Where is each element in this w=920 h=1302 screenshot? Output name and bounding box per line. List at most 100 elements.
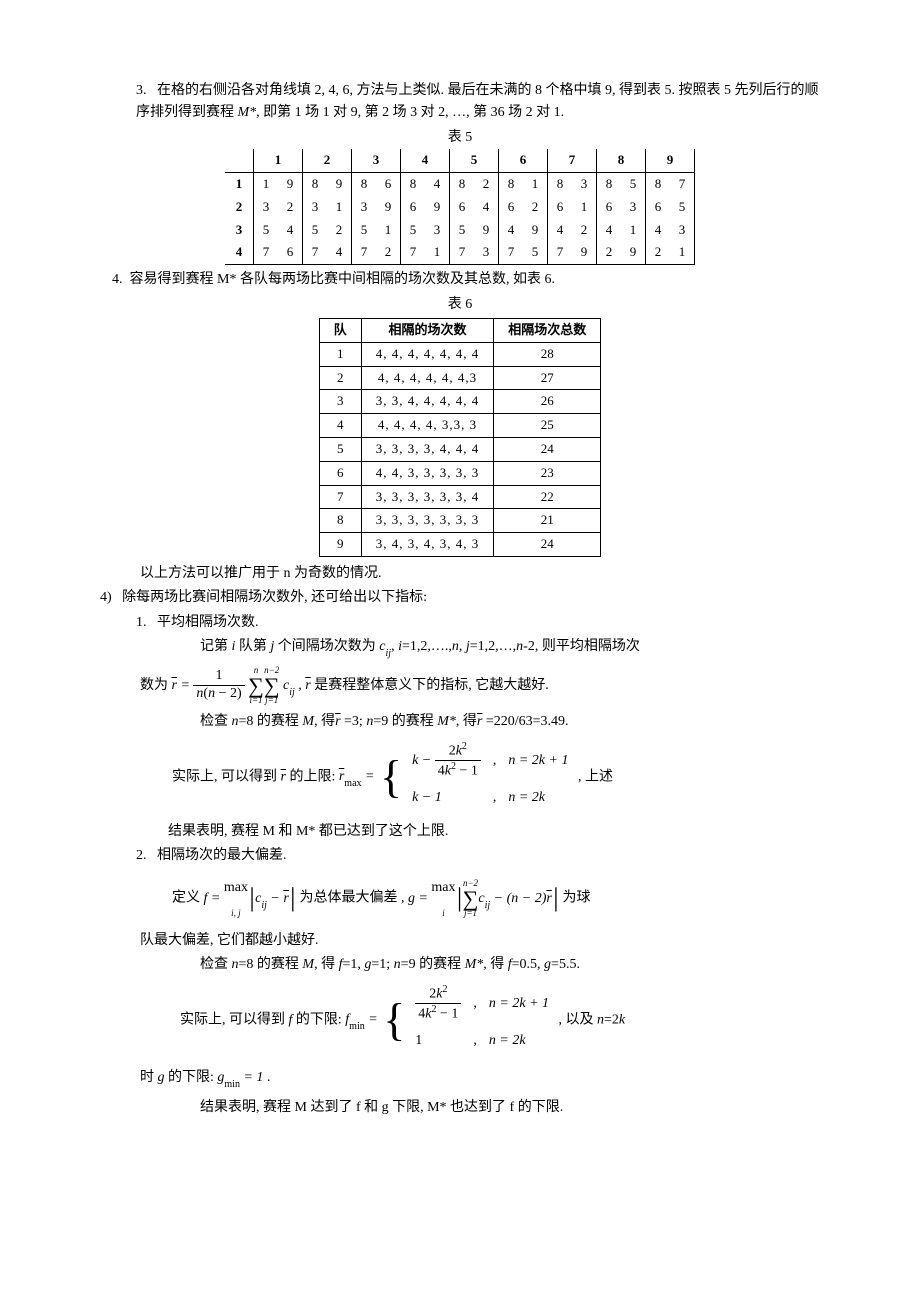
- table5-cell: 6: [646, 196, 671, 219]
- table5-cell: 7: [450, 241, 475, 264]
- item1-heading: 1. 平均相隔场次数.: [100, 612, 820, 634]
- num-4: 4.: [112, 272, 123, 287]
- table6-cell: 7: [319, 485, 361, 509]
- item1-line3: 检查 n=8 的赛程 M, 得r =3; n=9 的赛程 M*, 得r =220…: [100, 711, 820, 733]
- table6-cell: 27: [494, 366, 601, 390]
- table6-cell: 23: [494, 461, 601, 485]
- table5-cell: 6: [376, 172, 401, 195]
- table6-cell: 3, 3, 3, 3, 4, 4, 4: [361, 437, 494, 461]
- table5-cell: 6: [597, 196, 622, 219]
- table5-rowhead: 1: [225, 172, 254, 195]
- table5-cell: 5: [621, 172, 646, 195]
- item2-line5: 时 g 的下限: gmin = 1 .: [100, 1067, 820, 1091]
- table5-cell: 3: [425, 219, 450, 242]
- table6-cell: 24: [494, 437, 601, 461]
- table6: 队相隔的场次数相隔场次总数 14, 4, 4, 4, 4, 4, 42824, …: [319, 318, 602, 557]
- table5-cell: 9: [376, 196, 401, 219]
- table6-colhead: 相隔的场次数: [361, 318, 494, 342]
- table5-cell: 9: [572, 241, 597, 264]
- table5-cell: 5: [523, 241, 548, 264]
- table6-cell: 4, 4, 4, 4, 4, 4, 4: [361, 342, 494, 366]
- table5-cell: 1: [376, 219, 401, 242]
- table5-cell: 8: [450, 172, 475, 195]
- table6-cell: 4: [319, 414, 361, 438]
- item1-title: 平均相隔场次数.: [157, 615, 259, 630]
- table5-cell: 5: [254, 219, 279, 242]
- table5-cell: 9: [278, 172, 303, 195]
- table5-cell: 4: [474, 196, 499, 219]
- table5-cell: 1: [425, 241, 450, 264]
- table5-cell: 8: [401, 172, 426, 195]
- sec4-text: 除每两场比赛间相隔场次数外, 还可给出以下指标:: [122, 590, 427, 605]
- table5-cell: 8: [548, 172, 573, 195]
- table6-colhead: 队: [319, 318, 361, 342]
- table5-cell: 3: [254, 196, 279, 219]
- table5-cell: 2: [646, 241, 671, 264]
- table6-cell: 9: [319, 533, 361, 557]
- item1-eq-rbar: 数为 r = 1n(n − 2) n∑i=1n−2∑j=1 cij , r 是赛…: [140, 666, 820, 706]
- table6-cell: 21: [494, 509, 601, 533]
- table5-cell: 4: [548, 219, 573, 242]
- table5-cell: 9: [327, 172, 352, 195]
- table5-cell: 9: [621, 241, 646, 264]
- table5-cell: 1: [572, 196, 597, 219]
- table5-caption: 表 5: [100, 127, 820, 149]
- sec4-num: 4): [100, 590, 112, 605]
- table5-rowhead: 4: [225, 241, 254, 264]
- table6-cell: 22: [494, 485, 601, 509]
- table5-rowhead: 2: [225, 196, 254, 219]
- table5-cell: 8: [352, 172, 377, 195]
- table5-colhead: 1: [254, 149, 303, 172]
- sec4-heading: 4) 除每两场比赛间相隔场次数外, 还可给出以下指标:: [100, 587, 820, 609]
- table5-cell: 1: [523, 172, 548, 195]
- table6-cell: 28: [494, 342, 601, 366]
- table5-cell: 6: [548, 196, 573, 219]
- table5-cell: 1: [670, 241, 695, 264]
- table5-cell: 7: [499, 241, 524, 264]
- table5-rowhead: 3: [225, 219, 254, 242]
- table5-cell: 2: [523, 196, 548, 219]
- table6-cell: 24: [494, 533, 601, 557]
- table6-cell: 3: [319, 390, 361, 414]
- table5-cell: 8: [499, 172, 524, 195]
- table6-cell: 3, 3, 3, 3, 3, 3, 4: [361, 485, 494, 509]
- table5-cell: 8: [597, 172, 622, 195]
- table5-cell: 3: [352, 196, 377, 219]
- table5-cell: 4: [499, 219, 524, 242]
- table5-cell: 6: [450, 196, 475, 219]
- table5-cell: 3: [572, 172, 597, 195]
- table6-cell: 3, 3, 3, 3, 3, 3, 3: [361, 509, 494, 533]
- table5-cell: 3: [303, 196, 328, 219]
- table5-cell: 7: [303, 241, 328, 264]
- table5-cell: 4: [278, 219, 303, 242]
- table6-cell: 6: [319, 461, 361, 485]
- num-3: 3.: [136, 83, 147, 98]
- table5-cell: 5: [670, 196, 695, 219]
- table6-cell: 25: [494, 414, 601, 438]
- item2-line2: 队最大偏差, 它们都越小越好.: [100, 930, 820, 952]
- table5-block: 表 5 123456789 11989868482818385872323139…: [100, 127, 820, 265]
- table5-cell: 6: [499, 196, 524, 219]
- table5-cell: 9: [425, 196, 450, 219]
- table5-cell: 7: [254, 241, 279, 264]
- table5-colhead: 5: [450, 149, 499, 172]
- table5-colhead: 8: [597, 149, 646, 172]
- table5-cell: 2: [474, 172, 499, 195]
- table5-cell: 2: [572, 219, 597, 242]
- table5-cell: 3: [474, 241, 499, 264]
- table5-cell: 7: [670, 172, 695, 195]
- table5-cell: 4: [327, 241, 352, 264]
- table5-cell: 4: [646, 219, 671, 242]
- table5-cell: 7: [352, 241, 377, 264]
- table6-cell: 3, 4, 3, 4, 3, 4, 3: [361, 533, 494, 557]
- text-3b: , 即第 1 场 1 对 9, 第 2 场 3 对 2, …, 第 36 场 2…: [256, 105, 564, 120]
- table5-colhead: 9: [646, 149, 695, 172]
- table6-cell: 4, 4, 4, 4, 4, 4,3: [361, 366, 494, 390]
- after-t6: 以上方法可以推广用于 n 为奇数的情况.: [100, 563, 820, 585]
- table5-cell: 1: [254, 172, 279, 195]
- item2-line3: 检查 n=8 的赛程 M, 得 f=1, g=1; n=9 的赛程 M*, 得 …: [100, 954, 820, 976]
- table5-cell: 8: [303, 172, 328, 195]
- table6-cell: 4, 4, 3, 3, 3, 3, 3: [361, 461, 494, 485]
- table5-colhead: 7: [548, 149, 597, 172]
- para-step4: 4. 容易得到赛程 M* 各队每两场比赛中间相隔的场次数及其总数, 如表 6.: [100, 269, 820, 291]
